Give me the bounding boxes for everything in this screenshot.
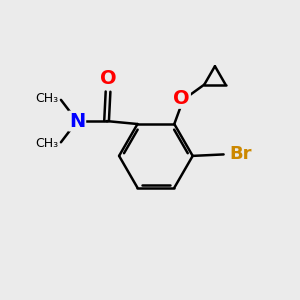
Text: O: O — [173, 89, 190, 108]
Text: CH₃: CH₃ — [35, 92, 58, 105]
Text: O: O — [100, 69, 116, 88]
Text: CH₃: CH₃ — [35, 137, 58, 150]
Text: Br: Br — [229, 146, 251, 164]
Text: N: N — [69, 112, 85, 130]
